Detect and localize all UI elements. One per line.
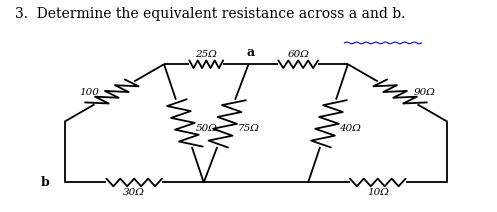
Text: 90Ω: 90Ω [414, 88, 436, 98]
Text: 60Ω: 60Ω [287, 50, 309, 59]
Text: a: a [247, 46, 255, 59]
Text: 3.  Determine the equivalent resistance across a and b.: 3. Determine the equivalent resistance a… [15, 7, 405, 21]
Text: 50Ω: 50Ω [195, 124, 217, 133]
Text: 75Ω: 75Ω [238, 124, 259, 133]
Text: 100: 100 [80, 88, 99, 98]
Text: 40Ω: 40Ω [339, 124, 361, 133]
Text: 10Ω: 10Ω [367, 187, 389, 197]
Text: b: b [40, 176, 49, 189]
Text: 25Ω: 25Ω [195, 50, 217, 59]
Text: 30Ω: 30Ω [123, 187, 145, 197]
